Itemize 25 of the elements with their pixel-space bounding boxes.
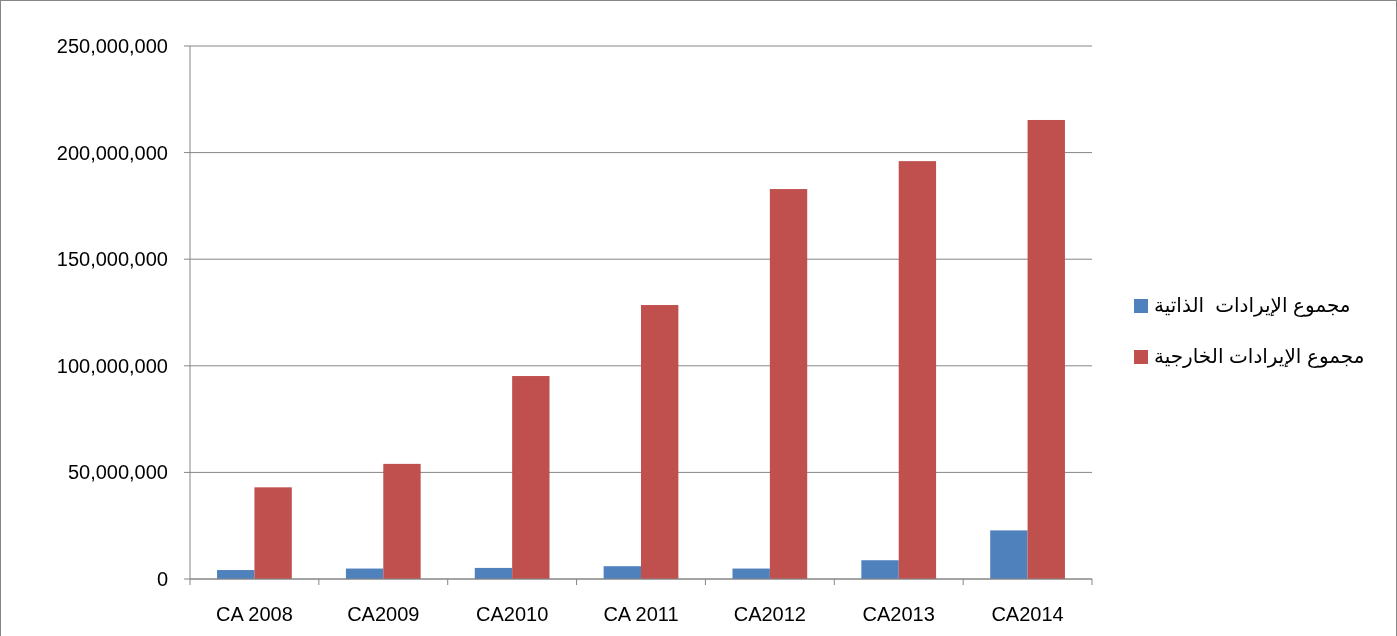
bar xyxy=(898,161,937,579)
x-tick-label: CA2009 xyxy=(347,603,420,625)
bar xyxy=(603,566,641,579)
legend-label: مجموع الإيرادات الذاتية xyxy=(1154,294,1351,317)
bar xyxy=(512,376,550,579)
y-tick-label: 50,000,000 xyxy=(67,461,168,484)
x-tick-label: CA2012 xyxy=(733,603,806,625)
y-tick-label: 0 xyxy=(156,568,168,590)
bar xyxy=(769,189,808,579)
bar xyxy=(861,560,899,579)
bar xyxy=(1027,119,1065,579)
y-tick-label: 100,000,000 xyxy=(56,354,168,377)
x-tick-label: CA 2011 xyxy=(603,603,679,625)
x-tick-label: CA2010 xyxy=(476,603,549,625)
y-tick-label: 200,000,000 xyxy=(56,141,168,164)
x-tick-label: CA2014 xyxy=(991,603,1064,625)
y-tick-label: 150,000,000 xyxy=(56,248,168,271)
bar xyxy=(990,530,1028,579)
x-tick-label: CA 2008 xyxy=(216,603,293,625)
y-tick-label: 250,000,000 xyxy=(56,35,168,57)
bar xyxy=(254,487,292,579)
x-tick-label: CA2013 xyxy=(862,603,935,625)
bar xyxy=(383,463,421,579)
legend-label: مجموع الإيرادات الخارجية xyxy=(1154,345,1365,368)
bar xyxy=(641,305,679,579)
